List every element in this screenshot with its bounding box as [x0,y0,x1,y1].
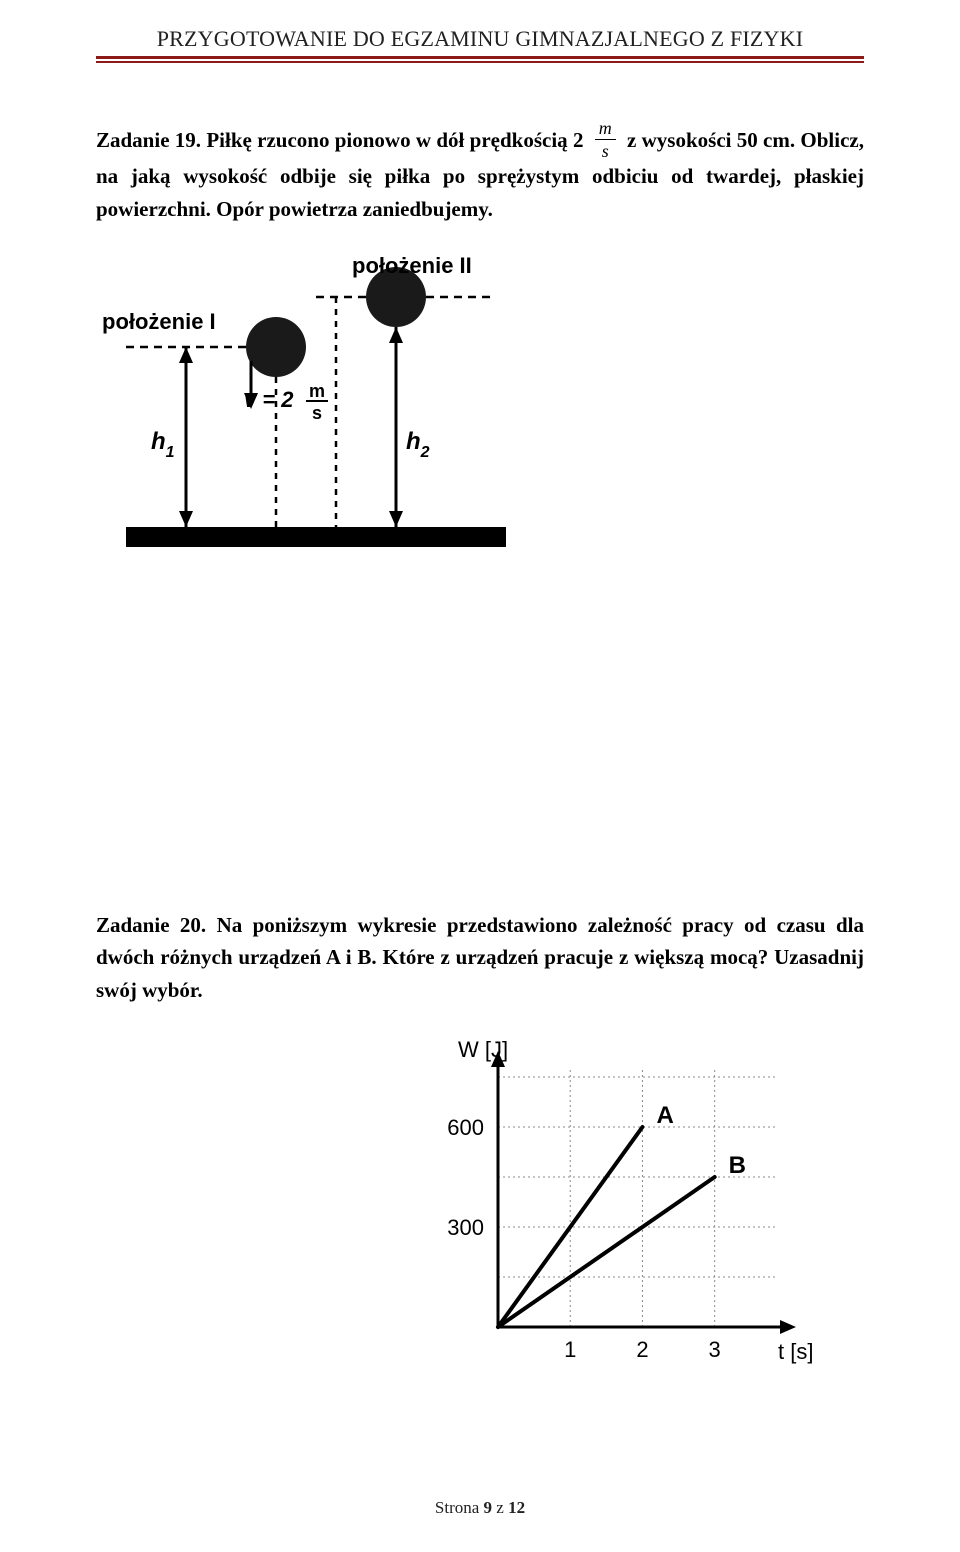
header-rule-thick [96,56,864,59]
ball-position-1 [246,317,306,377]
x-tick-label: 1 [564,1337,576,1362]
page-body: Zadanie 19. Piłkę rzucono pionowo w dół … [96,119,864,1397]
label-v-unit-den: s [312,403,322,423]
series-label-B: B [729,1152,746,1179]
x-axis-arrow [780,1320,796,1334]
label-h2: h2 [406,428,430,461]
page-total: 12 [508,1498,525,1517]
series-label-A: A [656,1102,673,1129]
task-20-text: Na poniższym wykresie przedstawiono zale… [96,913,864,1002]
page-footer: Strona 9 z 12 [0,1498,960,1518]
task-19-label: Zadanie 19. [96,128,201,152]
page-header-title: PRZYGOTOWANIE DO EGZAMINU GIMNAZJALNEGO … [96,26,864,52]
figure-ball-bounce-svg: położenie I położenie II h1 h2 v = 2 m s [96,249,526,559]
y-tick-label: 600 [447,1115,484,1140]
label-position-2: położenie II [352,253,472,278]
task-20-label: Zadanie 20. [96,913,206,937]
x-tick-label: 2 [636,1337,648,1362]
series-line-B [498,1177,715,1327]
page: PRZYGOTOWANIE DO EGZAMINU GIMNAZJALNEGO … [0,0,960,1552]
ground-bar [126,527,506,547]
h2-arrow-up [389,327,403,343]
label-h1: h1 [151,428,175,461]
label-v-unit-num: m [309,381,325,401]
chart-svg: 300 600 1 2 3 W [J] t [s] A B [408,1027,828,1387]
fraction-den: s [595,140,616,160]
label-position-1: położenie I [102,309,216,334]
fraction-m-over-s: ms [595,119,616,160]
figure-work-time-chart: 300 600 1 2 3 W [J] t [s] A B [96,1027,864,1397]
task-19-text-a: Piłkę rzucono pionowo w dół prędkością 2 [201,128,589,152]
h1-arrow-down [179,511,193,527]
y-axis-label: W [J] [458,1037,508,1062]
page-number: 9 [484,1498,493,1517]
h1-arrow-up [179,347,193,363]
task-20: Zadanie 20. Na poniższym wykresie przeds… [96,909,864,1007]
figure-ball-bounce: położenie I położenie II h1 h2 v = 2 m s [96,249,864,569]
x-tick-label: 3 [709,1337,721,1362]
fraction-num: m [595,119,616,140]
header-rule-thin [96,61,864,63]
task-19: Zadanie 19. Piłkę rzucono pionowo w dół … [96,119,864,225]
h2-arrow-down [389,511,403,527]
x-axis-label: t [s] [778,1339,813,1364]
y-tick-label: 300 [447,1215,484,1240]
